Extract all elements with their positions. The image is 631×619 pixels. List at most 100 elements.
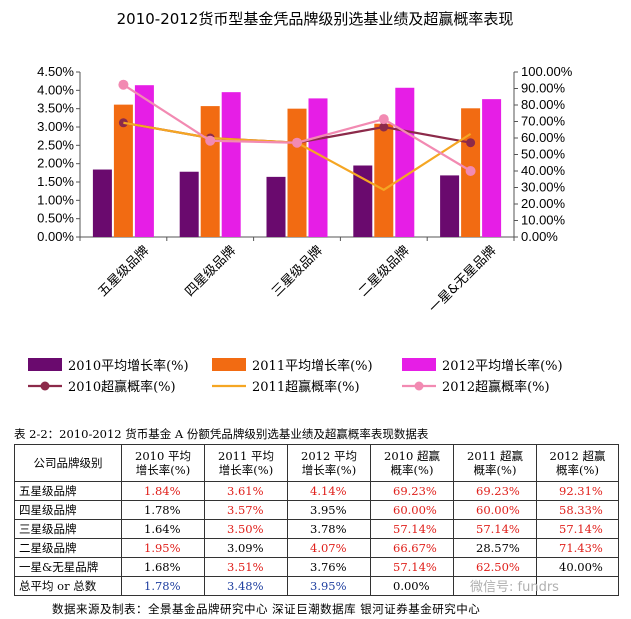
- legend-label: 2011平均增长率(%): [252, 358, 373, 374]
- table-cell: 3.95%: [287, 500, 371, 520]
- chart-bars: [92, 85, 502, 238]
- table-header-cell: 2010 平均 增长率(%): [121, 444, 205, 482]
- line-point-3: [118, 79, 129, 90]
- table-cell: 58.33%: [536, 500, 619, 520]
- category-label: 四星级品牌: [182, 243, 239, 300]
- table-cell: 3.61%: [204, 481, 288, 501]
- y-left-tick-label: 3.00%: [37, 119, 74, 134]
- table-row-label: 二星级品牌: [14, 538, 122, 558]
- y-right-tick-label: 50.00%: [521, 147, 566, 162]
- legend-swatch-bar: [402, 358, 436, 371]
- table-cell: 62.50%: [453, 557, 537, 577]
- legend-label: 2012超赢概率(%): [442, 379, 550, 395]
- table-cell: 1.78%: [121, 500, 205, 520]
- table-cell: 3.57%: [204, 500, 288, 520]
- table-row-label: 一星&无星品牌: [14, 557, 122, 577]
- bar-3: [395, 87, 415, 238]
- y-right-tick-label: 10.00%: [521, 213, 566, 228]
- table-row: 二星级品牌 1.95% 3.09% 4.07% 66.67% 28.57% 71.43%: [14, 538, 619, 558]
- table-row-label: 五星级品牌: [14, 481, 122, 501]
- table-cell: 57.14%: [453, 519, 537, 539]
- line-point-3: [292, 137, 302, 148]
- table-cell: 60.00%: [370, 500, 454, 520]
- category-label: 二星级品牌: [355, 243, 412, 300]
- y-left-tick-label: 0.50%: [37, 211, 74, 226]
- y-right-tick-label: 60.00%: [521, 130, 566, 145]
- table-row: 四星级品牌 1.78% 3.57% 3.95% 60.00% 60.00% 58.33%: [14, 500, 619, 520]
- table-cell: 4.14%: [287, 481, 371, 501]
- bar-1: [179, 171, 199, 237]
- y-left-tick-label: 4.50%: [37, 64, 74, 79]
- bar-2: [200, 106, 220, 237]
- table-cell: 57.14%: [370, 557, 454, 577]
- table-row-label: 三星级品牌: [14, 519, 122, 539]
- table-cell: 0.00%: [370, 576, 454, 596]
- bar-3: [134, 85, 154, 237]
- y-right-tick-label: 30.00%: [521, 180, 566, 195]
- table-cell: 1.68%: [121, 557, 205, 577]
- table-cell: [536, 576, 619, 596]
- y-right-tick-label: 20.00%: [521, 196, 566, 211]
- y-right-tick-label: 70.00%: [521, 114, 566, 129]
- table-cell: 3.48%: [204, 576, 288, 596]
- line-point-3: [465, 166, 476, 176]
- table-body: 五星级品牌 1.84% 3.61% 4.14% 69.23% 69.23% 92.31% 四星…: [14, 481, 619, 596]
- table-cell: 28.57%: [453, 538, 537, 558]
- table-cell: 3.50%: [204, 519, 288, 539]
- line-point-1: [379, 122, 389, 132]
- watermark: 微信号: fundrs: [470, 580, 559, 595]
- y-left-tick-label: 3.50%: [37, 101, 74, 116]
- line-point-1: [466, 138, 476, 148]
- bar-3: [482, 99, 502, 237]
- y-left-tick-label: 1.50%: [37, 174, 74, 189]
- table-cell: 57.14%: [536, 519, 619, 539]
- chart: 2010-2012货币型基金凭品牌级别选基业绩及超赢概率表现 4.50% 4.00…: [28, 10, 573, 395]
- table-cell: 60.00%: [453, 500, 537, 520]
- table-row-label: 总平均 or 总数: [14, 576, 122, 596]
- chart-category-labels: 五星级品牌 四星级品牌 三星级品牌 二星级品牌 一星&无星品牌: [95, 243, 499, 317]
- table-cell: 66.67%: [370, 538, 454, 558]
- table-cell: 40.00%: [536, 557, 619, 577]
- table-caption: 表 2-2：2010-2012 货币基金 A 份额凭品牌级别选基业绩及超赢概率表…: [14, 427, 429, 441]
- y-left-tick-label: 0.00%: [37, 229, 74, 244]
- table-cell: 69.23%: [370, 481, 454, 501]
- y-left-tick-label: 2.50%: [37, 137, 74, 152]
- line-point-3: [205, 135, 216, 146]
- bar-2: [374, 123, 394, 237]
- bar-1: [92, 169, 112, 237]
- table-cell: 3.78%: [287, 519, 371, 539]
- bar-2: [287, 108, 307, 238]
- table-cell: 92.31%: [536, 481, 619, 501]
- legend-swatch-bar: [212, 358, 246, 371]
- table-row: 总平均 or 总数 1.78% 3.48% 3.95% 0.00%: [14, 576, 619, 596]
- y-right-tick-label: 40.00%: [521, 163, 566, 178]
- table-row: 三星级品牌 1.64% 3.50% 3.78% 57.14% 57.14% 57.14%: [14, 519, 619, 539]
- y-left-tick-label: 2.00%: [37, 156, 74, 171]
- line-point-3: [378, 114, 389, 125]
- bar-2: [113, 104, 133, 237]
- table-row: 一星&无星品牌 1.68% 3.51% 3.76% 57.14% 62.50% 40.00%: [14, 557, 619, 577]
- table-header-row: 公司品牌级别 2010 平均 增长率(%) 2011 平均 增长率(%) 2012 平均增…: [14, 444, 619, 482]
- table-header-cell: 2011 平均 增长率(%): [204, 444, 288, 482]
- table-row: 五星级品牌 1.84% 3.61% 4.14% 69.23% 69.23% 92.31%: [14, 481, 619, 501]
- table-row-label: 四星级品牌: [14, 500, 122, 520]
- legend-label: 2010超赢概率(%): [68, 379, 176, 395]
- table-cell: 3.76%: [287, 557, 371, 577]
- y-left-tick-label: 1.00%: [37, 192, 74, 207]
- y-right-tick-label: 0.00%: [521, 229, 558, 244]
- table-cell: 1.95%: [121, 538, 205, 558]
- table-header-cell: 2011 超赢 概率(%): [453, 444, 537, 482]
- legend-label: 2012平均增长率(%): [442, 358, 563, 374]
- table-header-cell: 2012 超赢 概率(%): [536, 444, 619, 482]
- table-header-cell: 公司品牌级别: [14, 444, 122, 482]
- table-cell: 4.07%: [287, 538, 371, 558]
- footer-source: 数据来源及制表：全景基金品牌研究中心 深证巨潮数据库 银河证券基金研究中心: [52, 602, 481, 616]
- table-cell: 1.78%: [121, 576, 205, 596]
- category-label: 三星级品牌: [269, 243, 326, 300]
- table-cell: 3.51%: [204, 557, 288, 577]
- table-cell: 1.64%: [121, 519, 205, 539]
- table-cell: 57.14%: [370, 519, 454, 539]
- chart-legend: 2010平均增长率(%) 2011平均增长率(%) 2012平均增长率(%) 2010…: [28, 358, 563, 395]
- legend-swatch-bar: [28, 358, 62, 371]
- y-right-tick-label: 90.00%: [521, 81, 566, 96]
